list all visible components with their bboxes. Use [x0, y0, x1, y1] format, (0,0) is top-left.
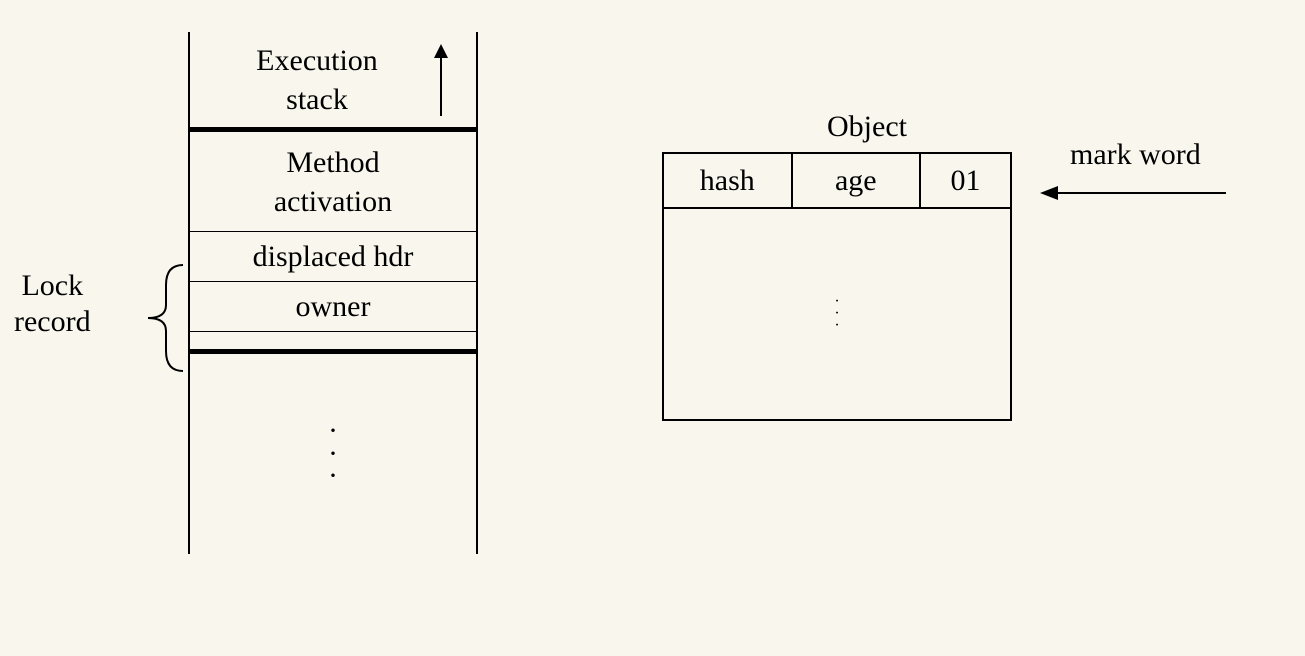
object-title: Object — [662, 110, 1012, 144]
stack-header-line2: stack — [286, 83, 348, 116]
method-line1: Method — [286, 146, 379, 179]
object-container: Object hash age 01 · · · — [662, 110, 1012, 421]
lock-record-brace — [138, 263, 188, 373]
mark-word-label: mark word — [1070, 138, 1201, 172]
displaced-hdr-cell: displaced hdr — [190, 232, 476, 282]
owner-text: owner — [296, 290, 371, 324]
stack-header: Execution stack — [190, 32, 476, 132]
diagram-root: Lock record Execution stack Method a — [0, 0, 1305, 656]
object-body: · · · — [664, 209, 1010, 419]
mark-word-age-cell: age — [793, 154, 922, 207]
stack-up-arrow-icon — [430, 44, 452, 119]
owner-cell: owner — [190, 282, 476, 332]
bits-text: 01 — [951, 164, 981, 198]
object-box: hash age 01 · · · — [662, 152, 1012, 421]
mark-word-arrow-icon — [1040, 182, 1230, 204]
spacer-row — [190, 332, 476, 354]
lock-record-label: Lock record — [14, 268, 91, 340]
age-text: age — [835, 164, 877, 198]
mark-word-bits-cell: 01 — [921, 154, 1010, 207]
stack-vdots: · · · — [328, 420, 338, 488]
displaced-hdr-text: displaced hdr — [253, 240, 414, 274]
mark-word-hash-cell: hash — [664, 154, 793, 207]
execution-stack: Execution stack Method activation displa… — [188, 32, 478, 554]
mark-word-row: hash age 01 — [664, 154, 1010, 209]
stack-dots-row: · · · — [190, 354, 476, 554]
method-activation-cell: Method activation — [190, 132, 476, 232]
method-line2: activation — [274, 185, 392, 218]
stack-box: Execution stack Method activation displa… — [188, 32, 478, 554]
stack-header-line1: Execution — [256, 44, 378, 77]
object-vdots: · · · — [834, 296, 839, 332]
lock-record-line1: Lock — [21, 269, 83, 302]
lock-record-line2: record — [14, 305, 91, 338]
hash-text: hash — [700, 164, 755, 198]
